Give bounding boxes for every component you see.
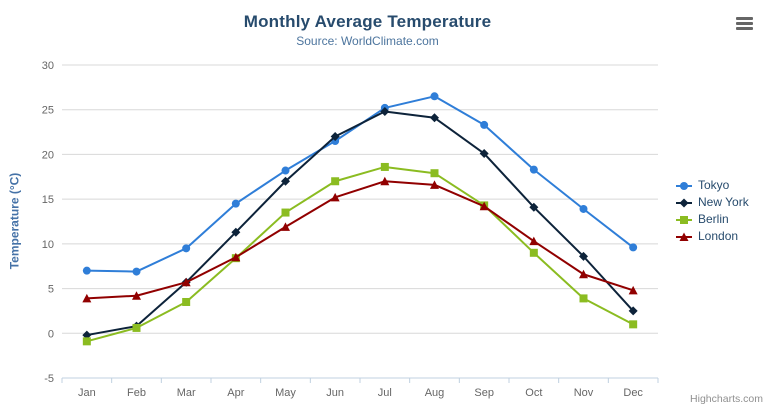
legend-label: Berlin bbox=[698, 211, 729, 226]
legend-item-berlin[interactable]: Berlin bbox=[676, 210, 749, 227]
diamond-marker-icon bbox=[676, 196, 692, 208]
legend-item-new-york[interactable]: New York bbox=[676, 193, 749, 210]
svg-text:Apr: Apr bbox=[227, 387, 244, 399]
svg-text:-5: -5 bbox=[44, 373, 54, 385]
svg-text:Nov: Nov bbox=[574, 387, 594, 399]
legend: Tokyo New York Berlin London bbox=[676, 176, 749, 244]
triangle-marker-icon bbox=[676, 230, 692, 242]
chart-subtitle: Source: WorldClimate.com bbox=[296, 34, 439, 48]
svg-text:10: 10 bbox=[42, 239, 54, 251]
svg-text:0: 0 bbox=[48, 328, 54, 340]
hamburger-icon bbox=[736, 27, 753, 30]
highcharts-credit-link[interactable]: Highcharts.com bbox=[690, 393, 763, 405]
legend-label: London bbox=[698, 228, 739, 243]
chart-title: Monthly Average Temperature bbox=[243, 12, 492, 31]
svg-text:Aug: Aug bbox=[425, 387, 445, 399]
svg-text:15: 15 bbox=[42, 194, 54, 206]
svg-text:Feb: Feb bbox=[127, 387, 146, 399]
svg-text:May: May bbox=[275, 387, 296, 399]
circle-marker-icon bbox=[676, 179, 692, 191]
svg-text:Jan: Jan bbox=[78, 387, 96, 399]
svg-text:5: 5 bbox=[48, 284, 54, 296]
svg-text:Oct: Oct bbox=[525, 387, 542, 399]
hamburger-icon bbox=[736, 22, 753, 25]
svg-text:Mar: Mar bbox=[177, 387, 196, 399]
svg-text:Dec: Dec bbox=[623, 387, 643, 399]
svg-text:Jun: Jun bbox=[326, 387, 344, 399]
svg-text:20: 20 bbox=[42, 149, 54, 161]
legend-label: Tokyo bbox=[698, 177, 730, 192]
hamburger-icon bbox=[736, 17, 753, 20]
square-marker-icon bbox=[676, 213, 692, 225]
export-menu-button[interactable] bbox=[735, 16, 754, 31]
legend-label: New York bbox=[698, 194, 749, 209]
legend-item-london[interactable]: London bbox=[676, 227, 749, 244]
svg-text:30: 30 bbox=[42, 60, 54, 72]
legend-item-tokyo[interactable]: Tokyo bbox=[676, 176, 749, 193]
svg-text:25: 25 bbox=[42, 105, 54, 117]
svg-text:Jul: Jul bbox=[378, 387, 392, 399]
svg-text:Sep: Sep bbox=[474, 387, 494, 399]
